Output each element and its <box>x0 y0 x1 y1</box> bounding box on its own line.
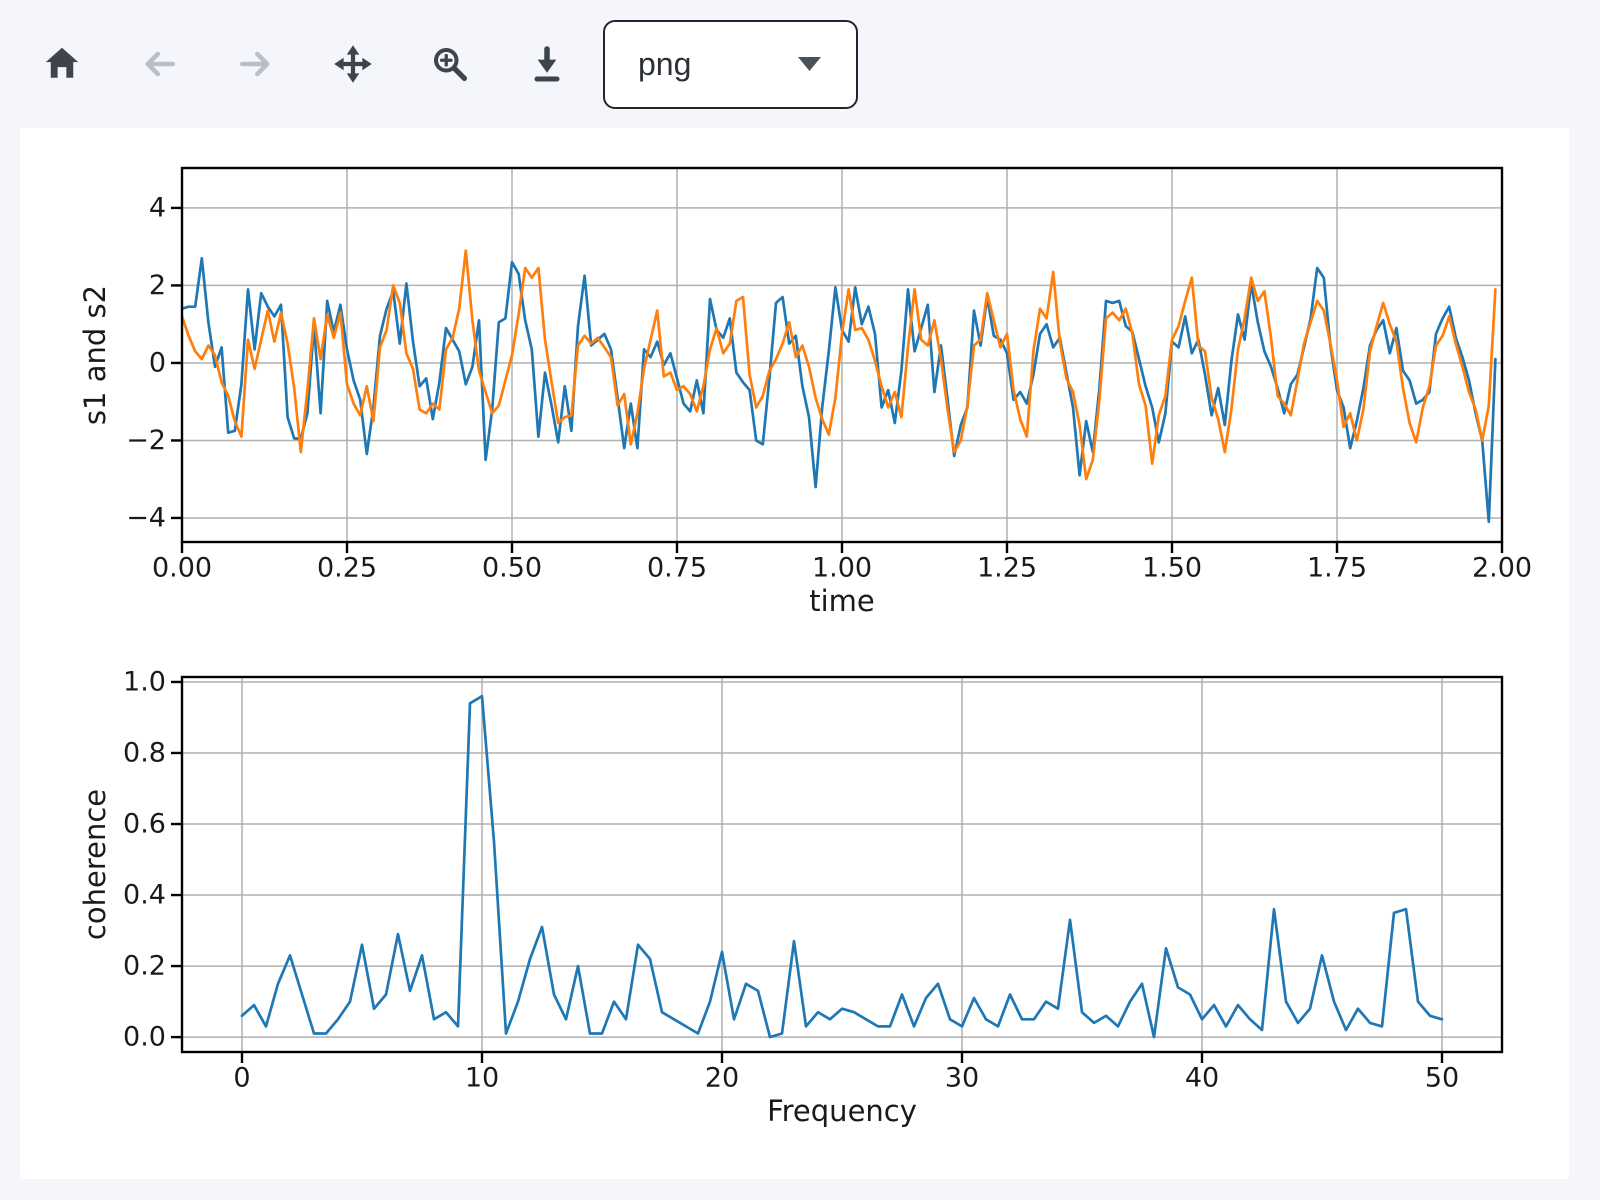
y-tick-label: 0.4 <box>123 880 166 911</box>
x-tick-label: 1.25 <box>977 553 1037 584</box>
pan-move-icon <box>333 44 373 84</box>
x-tick-label: 1.50 <box>1142 553 1202 584</box>
x-tick-label: 0.75 <box>647 553 707 584</box>
figure-canvas[interactable]: 0.00 0.25 0.50 0.75 1.00 1.25 1.50 1.75 2.00 −4 −2… <box>20 128 1569 1179</box>
chevron-down-icon <box>798 57 821 71</box>
axes-spines <box>180 675 1504 1054</box>
x-tick-label: 1.00 <box>812 553 872 584</box>
back-arrow-icon <box>139 44 179 84</box>
figure-svg[interactable]: 0.00 0.25 0.50 0.75 1.00 1.25 1.50 1.75 2.00−4−2… <box>20 128 1569 1179</box>
y-tick-label: 1.0 <box>123 666 166 697</box>
x-axis-label: time <box>809 584 875 618</box>
line-s2 <box>182 249 1497 481</box>
y-tick-label: 0 <box>149 347 166 378</box>
y-tick-label: 4 <box>149 192 166 223</box>
x-tick-label: 1.75 <box>1307 553 1367 584</box>
x-tick-label: 2.00 <box>1472 553 1532 584</box>
format-select-value: png <box>638 45 692 82</box>
home-icon <box>42 44 82 84</box>
x-tick-label: 40 <box>1185 1063 1219 1094</box>
signals-axes: 0.00 0.25 0.50 0.75 1.00 1.25 1.50 1.75 2.00 −4 −2… <box>78 166 1532 618</box>
download-icon <box>527 44 567 84</box>
y-axis-label: s1 and s2 <box>78 285 112 425</box>
y-tick-label: −4 <box>126 502 166 533</box>
x-tick-label: 20 <box>705 1063 739 1094</box>
tick-labels: 0.00 0.25 0.50 0.75 1.00 1.25 1.50 1.75 2.00 −4 −2… <box>126 192 1532 583</box>
y-tick-label: 0.0 <box>123 1022 166 1053</box>
y-axis-label: coherence <box>78 789 112 940</box>
zoom-button[interactable] <box>428 42 472 86</box>
series-lines <box>182 249 1497 524</box>
x-tick-label: 0 <box>233 1063 250 1094</box>
y-tick-label: 2 <box>149 270 166 301</box>
y-tick-label: −2 <box>126 425 166 456</box>
y-tick-label: 0.2 <box>123 951 166 982</box>
zoom-magnifier-icon <box>430 44 470 84</box>
x-tick-label: 0.00 <box>152 553 212 584</box>
series-lines <box>240 694 1444 1039</box>
line-coherence <box>240 694 1444 1039</box>
home-button[interactable] <box>40 42 84 86</box>
line-s1 <box>182 256 1497 524</box>
x-tick-label: 50 <box>1425 1063 1459 1094</box>
format-select[interactable]: png <box>603 19 858 109</box>
y-tick-label: 0.8 <box>123 737 166 768</box>
x-tick-label: 10 <box>465 1063 499 1094</box>
download-button[interactable] <box>525 42 569 86</box>
forward-button[interactable] <box>234 42 278 86</box>
x-tick-label: 30 <box>945 1063 979 1094</box>
coherence-axes: 0 10 20 30 40 50 0.0 0.2 0.4 0.6 0.8 1.0 Frequency co… <box>78 666 1504 1128</box>
pan-button[interactable] <box>331 42 375 86</box>
y-tick-label: 0.6 <box>123 809 166 840</box>
x-axis-label: Frequency <box>767 1094 917 1128</box>
back-button[interactable] <box>137 42 181 86</box>
x-tick-label: 0.50 <box>482 553 542 584</box>
grid <box>182 677 1502 1052</box>
forward-arrow-icon <box>236 44 276 84</box>
x-tick-label: 0.25 <box>317 553 377 584</box>
tick-labels: 0 10 20 30 40 50 0.0 0.2 0.4 0.6 0.8 1.0 <box>123 666 1459 1093</box>
matplotlib-toolbar: png <box>0 0 1600 128</box>
